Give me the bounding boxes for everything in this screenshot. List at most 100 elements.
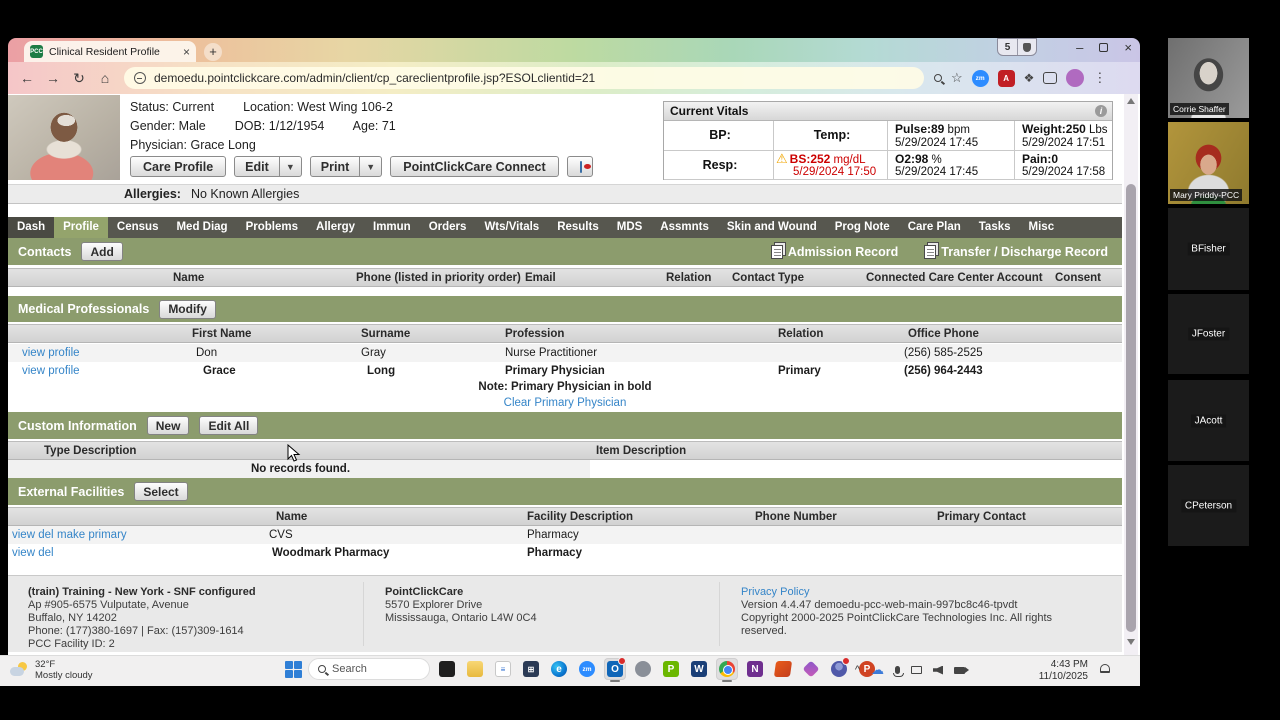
contacts-section-bar: Contacts Add Admission Record Transfer /…	[8, 238, 1122, 265]
office-icon[interactable]	[772, 658, 794, 680]
view-del-link[interactable]: view del	[12, 529, 54, 541]
tab-close-icon[interactable]: ×	[182, 44, 190, 59]
tab-wts-vitals[interactable]: Wts/Vitals	[484, 221, 540, 233]
participant-video-tile[interactable]: Mary Priddy-PCC	[1168, 122, 1249, 204]
camera-icon[interactable]	[954, 666, 969, 674]
snip-tool-icon[interactable]	[632, 658, 654, 680]
scheduler-calendar-icon[interactable]	[566, 156, 593, 177]
browser-tab[interactable]: PCC Clinical Resident Profile ×	[24, 41, 196, 62]
share-indicator[interactable]: 5	[997, 38, 1037, 56]
speaker-icon[interactable]	[933, 665, 943, 675]
participant-video-tile[interactable]: BFisher	[1168, 208, 1249, 290]
onenote-icon[interactable]: N	[744, 658, 766, 680]
powerpoint-icon[interactable]: P	[856, 658, 878, 680]
participant-video-tile[interactable]: CPeterson	[1168, 465, 1249, 546]
edit-all-custom-info-button[interactable]: Edit All	[199, 416, 259, 435]
zoom-page-icon[interactable]	[934, 74, 942, 82]
care-profile-button[interactable]: Care Profile	[130, 156, 227, 177]
view-profile-link[interactable]: view profile	[22, 347, 80, 359]
minimize-button[interactable]: –	[1076, 40, 1084, 55]
planner-icon[interactable]: P	[660, 658, 682, 680]
profile-avatar[interactable]	[1066, 69, 1085, 87]
zoom-app-icon[interactable]: zm	[576, 658, 598, 680]
tab-results[interactable]: Results	[557, 221, 599, 233]
back-icon[interactable]: ←	[20, 70, 34, 86]
tab-allergy[interactable]: Allergy	[316, 221, 356, 233]
tab-profile[interactable]: Profile	[54, 217, 108, 238]
tab-prog-note[interactable]: Prog Note	[834, 221, 890, 233]
acrobat-extension-icon[interactable]: A	[997, 69, 1015, 87]
participant-video-tile[interactable]: Corrie Shaffer	[1168, 38, 1249, 118]
edit-dropdown-icon[interactable]: ▼	[279, 156, 302, 177]
microphone-icon[interactable]	[893, 666, 904, 677]
home-icon[interactable]: ⌂	[100, 70, 110, 86]
bookmark-star-icon[interactable]: ☆	[951, 70, 963, 85]
extensions-puzzle-icon[interactable]: ❖	[1023, 71, 1035, 85]
terminal-icon[interactable]	[436, 658, 458, 680]
tab-skin-and-wound[interactable]: Skin and Wound	[726, 221, 817, 233]
restore-button[interactable]	[1099, 43, 1109, 52]
tab-dash[interactable]: Dash	[8, 217, 55, 238]
edge-icon[interactable]: e	[548, 658, 570, 680]
tab-mds[interactable]: MDS	[616, 221, 643, 233]
browser-menu-icon[interactable]: ⋮	[1093, 70, 1107, 85]
url-text[interactable]: demoedu.pointclickcare.com/admin/client/…	[154, 71, 596, 85]
taskbar-search-input[interactable]: Search	[308, 658, 430, 680]
to-do-icon[interactable]: ≡	[492, 658, 514, 680]
clear-primary-physician-link[interactable]: Clear Primary Physician	[503, 397, 627, 409]
outlook-icon[interactable]: O	[604, 657, 626, 682]
forward-icon[interactable]: →	[46, 70, 60, 86]
info-icon[interactable]: i	[1095, 105, 1107, 117]
onedrive-icon[interactable]: ☁	[871, 662, 884, 677]
tab-problems[interactable]: Problems	[245, 221, 299, 233]
zoom-extension-icon[interactable]: zm	[971, 69, 989, 87]
site-settings-icon[interactable]	[134, 72, 146, 84]
weather-widget[interactable]: 32°F Mostly cloudy	[10, 659, 93, 681]
reload-icon[interactable]: ↻	[73, 69, 85, 86]
tab-assmnts[interactable]: Assmnts	[660, 221, 709, 233]
tab-tasks[interactable]: Tasks	[978, 221, 1011, 233]
transfer-discharge-record-link[interactable]: Transfer / Discharge Record	[924, 244, 1108, 259]
tab-care-plan[interactable]: Care Plan	[907, 221, 961, 233]
tab-orders[interactable]: Orders	[428, 221, 467, 233]
cast-screen-icon[interactable]	[911, 666, 922, 674]
print-button[interactable]: Print	[309, 156, 361, 177]
start-button-icon[interactable]	[285, 660, 302, 678]
participant-video-tile[interactable]: JAcott	[1168, 380, 1249, 461]
privacy-policy-link[interactable]: Privacy Policy	[741, 586, 810, 598]
teams-icon[interactable]	[828, 657, 850, 680]
scroll-down-icon[interactable]	[1127, 639, 1135, 645]
view-profile-link[interactable]: view profile	[22, 365, 80, 377]
word-icon[interactable]: W	[688, 658, 710, 680]
tray-chevron-icon[interactable]: ^	[854, 664, 860, 676]
print-dropdown-icon[interactable]: ▼	[360, 156, 383, 177]
notifications-bell-icon[interactable]	[1100, 664, 1110, 673]
share-stop-icon[interactable]	[1017, 39, 1036, 55]
tab-census[interactable]: Census	[116, 221, 159, 233]
close-button[interactable]: ×	[1124, 40, 1132, 55]
view-del-link[interactable]: view del	[12, 547, 54, 559]
scrollbar-thumb[interactable]	[1126, 184, 1136, 632]
select-facility-button[interactable]: Select	[134, 482, 188, 501]
new-tab-button[interactable]: +	[204, 43, 222, 61]
tab-misc[interactable]: Misc	[1028, 221, 1055, 233]
chrome-icon[interactable]	[716, 658, 738, 682]
search-tabs-icon[interactable]	[1043, 72, 1058, 84]
taskbar-clock[interactable]: 4:43 PM 11/10/2025	[1039, 659, 1088, 683]
tab-med-diag[interactable]: Med Diag	[176, 221, 228, 233]
make-primary-link[interactable]: make primary	[57, 529, 127, 541]
scroll-up-icon[interactable]	[1127, 98, 1135, 104]
add-contact-button[interactable]: Add	[81, 242, 123, 261]
calculator-icon[interactable]: ⊞	[520, 658, 542, 680]
address-bar[interactable]: demoedu.pointclickcare.com/admin/client/…	[124, 67, 924, 89]
admission-record-link[interactable]: Admission Record	[770, 244, 898, 259]
tab-immun[interactable]: Immun	[373, 221, 411, 233]
pcc-connect-button[interactable]: PointClickCare Connect	[390, 156, 559, 177]
page-scrollbar[interactable]	[1124, 94, 1138, 655]
edit-button[interactable]: Edit	[234, 156, 280, 177]
loop-icon[interactable]	[800, 658, 822, 680]
file-explorer-icon[interactable]	[464, 658, 486, 680]
new-custom-info-button[interactable]: New	[146, 416, 190, 435]
participant-video-tile[interactable]: JFoster	[1168, 294, 1249, 374]
modify-medpro-button[interactable]: Modify	[159, 299, 216, 319]
